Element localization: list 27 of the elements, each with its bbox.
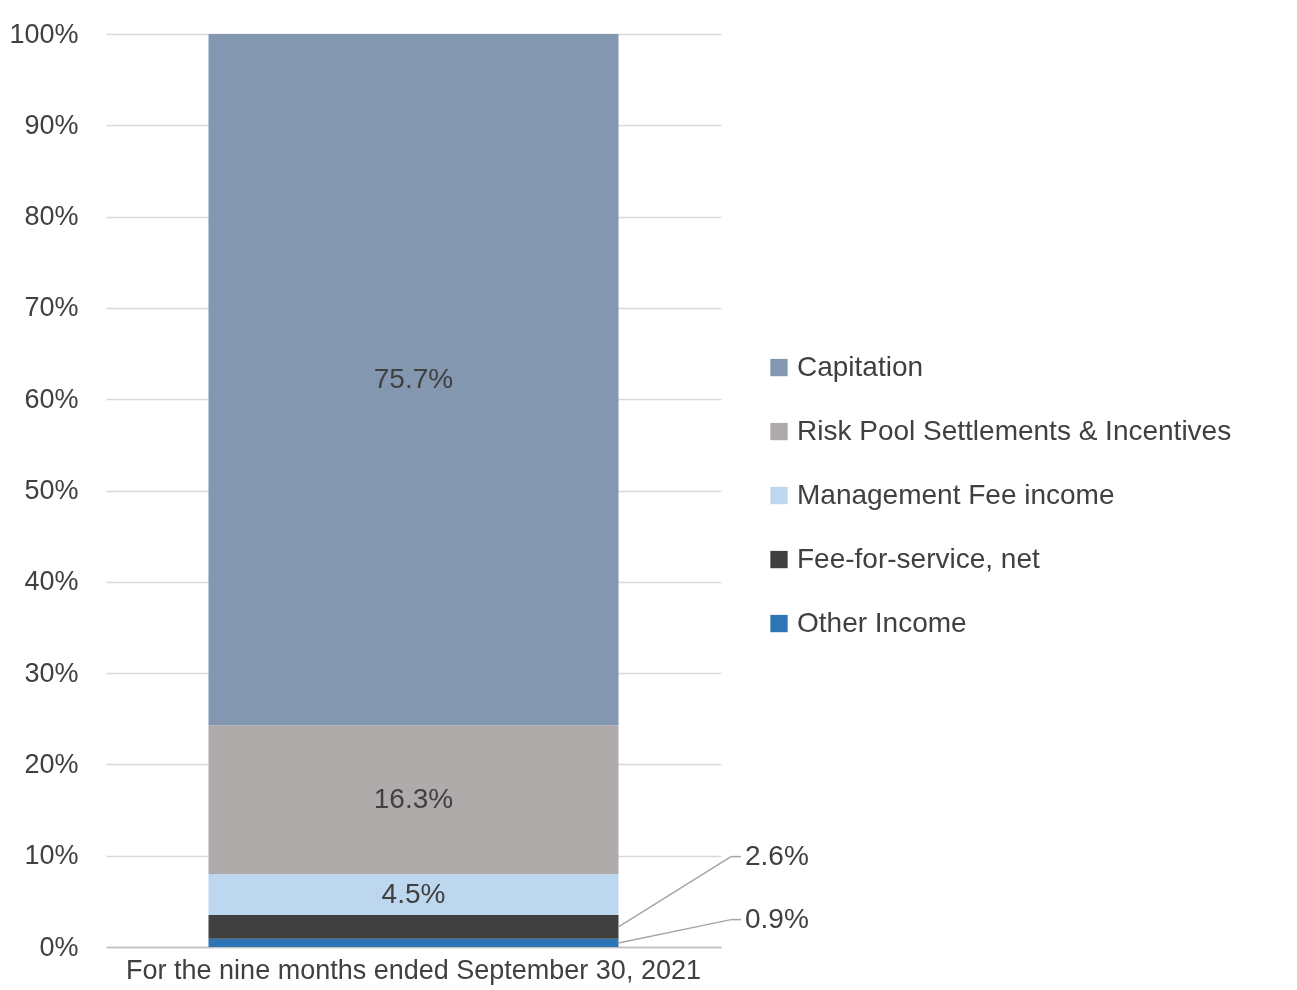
bar	[208, 725, 619, 874]
data-label: 0.9%	[745, 902, 809, 934]
y-tick-label: 60%	[24, 383, 79, 414]
y-tick-label: 30%	[24, 657, 79, 688]
y-tick-label: 100%	[9, 18, 79, 49]
x-tick-label: For the nine months ended September 30, 2021	[126, 954, 701, 985]
data-label: 4.5%	[381, 877, 446, 909]
y-tick-label: 50%	[24, 475, 79, 505]
bar	[208, 915, 619, 939]
data-label: 16.3%	[373, 782, 454, 814]
legend-label: Capitation	[797, 350, 924, 382]
legend-label: Other Income	[797, 606, 967, 638]
y-tick-label: 40%	[24, 566, 79, 597]
bar	[208, 873, 619, 916]
y-tick-label: 10%	[24, 840, 79, 871]
y-tick-label: 0%	[39, 931, 79, 962]
data-label: 2.6%	[745, 839, 809, 871]
legend-label: Risk Pool Settlements & Incentives	[797, 414, 1232, 446]
bar	[208, 938, 619, 947]
y-tick-label: 90%	[24, 109, 79, 140]
y-tick-label: 20%	[24, 748, 79, 779]
data-label: 75.7%	[373, 362, 454, 394]
legend-label: Management Fee income	[797, 478, 1115, 510]
bar	[208, 34, 619, 726]
y-tick-label: 70%	[24, 292, 79, 323]
y-tick-label: 80%	[24, 201, 79, 232]
legend-label: Fee-for-service, net	[797, 542, 1040, 574]
